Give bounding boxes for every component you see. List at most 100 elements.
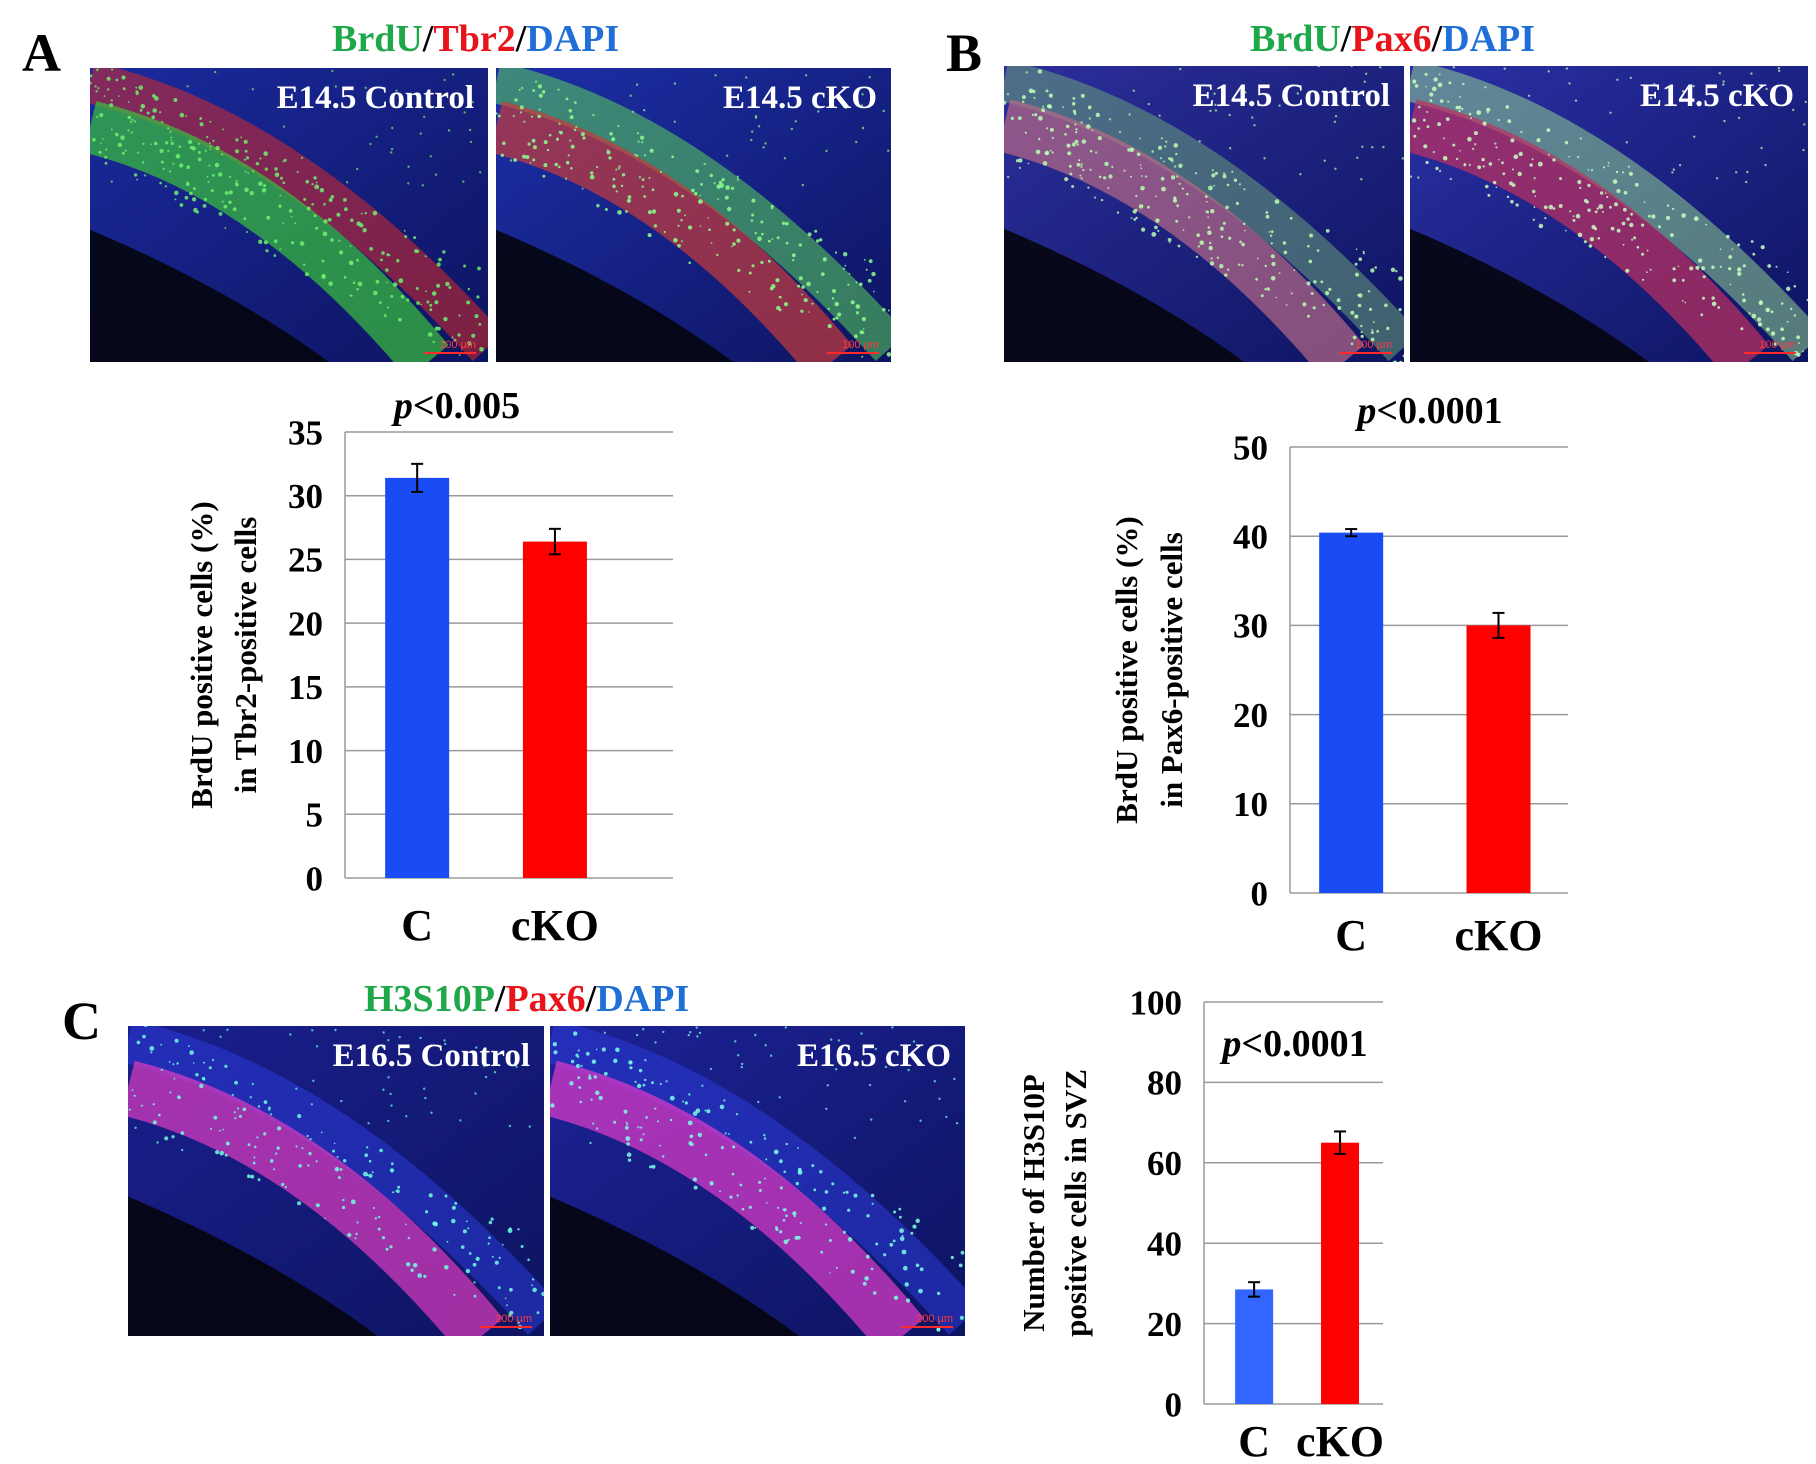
micrograph-c-control: E16.5 Control 200 µm [128, 1026, 544, 1336]
micrograph-label: E14.5 Control [276, 80, 474, 116]
stain-part: BrdU [332, 18, 423, 60]
y-axis-label: positive cells in SVZ [1058, 1069, 1093, 1337]
y-tick-label: 30 [288, 477, 323, 516]
y-axis-label: BrdU positive cells (%) [184, 501, 219, 808]
micrograph-label: E14.5 cKO [1640, 78, 1794, 114]
y-tick-label: 0 [1251, 874, 1269, 913]
stain-part: Tbr2 [433, 18, 516, 60]
y-tick-label: 10 [1233, 785, 1268, 824]
micrograph-art [1004, 66, 1404, 362]
scale-bar-label: 200 µm [495, 1313, 532, 1325]
error-bar [1334, 1130, 1347, 1155]
bar-cko [1321, 1142, 1360, 1404]
p-value: <0.005 [413, 385, 520, 427]
stain-part: / [515, 18, 527, 60]
micrograph-b-cko: E14.5 cKO 100 µm [1410, 66, 1808, 362]
y-tick-label: 20 [1233, 696, 1268, 735]
y-tick-label: 35 [288, 413, 323, 452]
micrograph-label: E14.5 Control [1192, 78, 1390, 114]
micrograph-b-control: E14.5 Control 100 µm [1004, 66, 1404, 362]
y-tick-label: 100 [1130, 983, 1183, 1022]
y-tick-label: 0 [1165, 1385, 1183, 1424]
category-label: cKO [511, 901, 599, 950]
micrograph-art [550, 1026, 965, 1336]
y-axis-label: Number of H3S10P [1016, 1074, 1051, 1332]
micrograph-label: E16.5 Control [332, 1038, 530, 1074]
bar-c [1235, 1289, 1274, 1404]
y-axis-label: in Tbr2-positive cells [228, 517, 263, 794]
micrograph-art [496, 68, 891, 362]
stain-part: / [1340, 18, 1352, 60]
y-axis-label: in Pax6-positive cells [1154, 532, 1189, 808]
stain-part: DAPI [1442, 18, 1536, 60]
scale-bar-label: 100 µm [842, 339, 879, 351]
y-tick-label: 10 [288, 732, 323, 771]
y-tick-label: 80 [1147, 1064, 1182, 1103]
stain-part: BrdU [1250, 18, 1341, 60]
bar-cko [1466, 625, 1531, 893]
bar-cko [522, 541, 587, 878]
y-tick-label: 40 [1147, 1224, 1182, 1263]
p-value: <0.0001 [1241, 1023, 1367, 1065]
stain-part: DAPI [596, 978, 690, 1020]
y-tick-label: 0 [306, 859, 324, 898]
p-symbol: p [391, 385, 413, 427]
stain-title-a: BrdU/Tbr2/DAPI [332, 20, 619, 58]
scale-bar-label: 200 µm [916, 1313, 953, 1325]
y-tick-label: 25 [288, 541, 323, 580]
stain-part: H3S10P [364, 978, 495, 1020]
p-value-annotation: p<0.0001 [1354, 390, 1502, 432]
category-label: C [1238, 1417, 1270, 1464]
p-value-annotation: p<0.005 [391, 385, 520, 427]
bar-chart-b: 0 10 20 30 40 50 C cKO BrdU positive cells (%) in… [1109, 390, 1568, 960]
stain-part: / [494, 978, 506, 1020]
category-label: cKO [1296, 1417, 1384, 1464]
y-tick-label: 50 [1233, 428, 1268, 467]
micrograph-art [1410, 66, 1808, 362]
category-label: C [1335, 911, 1367, 960]
bar-chart-a: 0 5 10 15 20 25 30 35 C cKO BrdU positive cells (%… [184, 385, 673, 950]
y-tick-label: 20 [1147, 1305, 1182, 1344]
scale-bar-label: 100 µm [1759, 339, 1796, 351]
y-tick-label: 20 [288, 604, 323, 643]
error-bar [548, 527, 561, 556]
stain-part: Pax6 [1351, 18, 1432, 60]
error-bar [1345, 528, 1358, 538]
y-tick-label: 30 [1233, 607, 1268, 646]
error-bar [1248, 1281, 1261, 1298]
y-axis-label: BrdU positive cells (%) [1109, 516, 1144, 823]
stain-part: DAPI [526, 18, 620, 60]
y-tick-label: 5 [306, 796, 324, 835]
stain-part: Pax6 [505, 978, 586, 1020]
scale-bar-label: 100 µm [1355, 339, 1392, 351]
micrograph-a-control: E14.5 Control 100 µm [90, 68, 488, 362]
category-label: C [401, 901, 433, 950]
panel-letter-a: A [22, 23, 61, 83]
p-symbol: p [1219, 1023, 1241, 1065]
panel-letter-c: C [62, 991, 101, 1051]
stain-part: / [585, 978, 597, 1020]
p-symbol: p [1354, 390, 1376, 432]
y-tick-label: 40 [1233, 517, 1268, 556]
bar-c [385, 477, 450, 878]
stain-title-b: BrdU/Pax6/DAPI [1250, 20, 1535, 58]
micrograph-art [128, 1026, 544, 1336]
error-bar [1492, 611, 1505, 639]
category-label: cKO [1455, 911, 1543, 960]
panel-letter-b: B [946, 23, 983, 83]
p-value-annotation: p<0.0001 [1219, 1023, 1367, 1065]
bar-c [1319, 532, 1384, 893]
micrograph-c-cko: E16.5 cKO 200 µm [550, 1026, 965, 1336]
micrograph-art [90, 68, 488, 362]
scale-bar-label: 100 µm [439, 339, 476, 351]
micrograph-a-cko: E14.5 cKO 100 µm [496, 68, 891, 362]
micrograph-label: E14.5 cKO [723, 80, 877, 116]
stain-title-c: H3S10P/Pax6/DAPI [364, 980, 689, 1018]
p-value: <0.0001 [1376, 390, 1502, 432]
micrograph-label: E16.5 cKO [797, 1038, 951, 1074]
bar-chart-c: 0 20 40 60 80 100 C cKO Number of H3S10P positive… [1016, 983, 1384, 1464]
error-bar [411, 462, 424, 493]
y-tick-label: 60 [1147, 1144, 1182, 1183]
stain-part: / [422, 18, 434, 60]
